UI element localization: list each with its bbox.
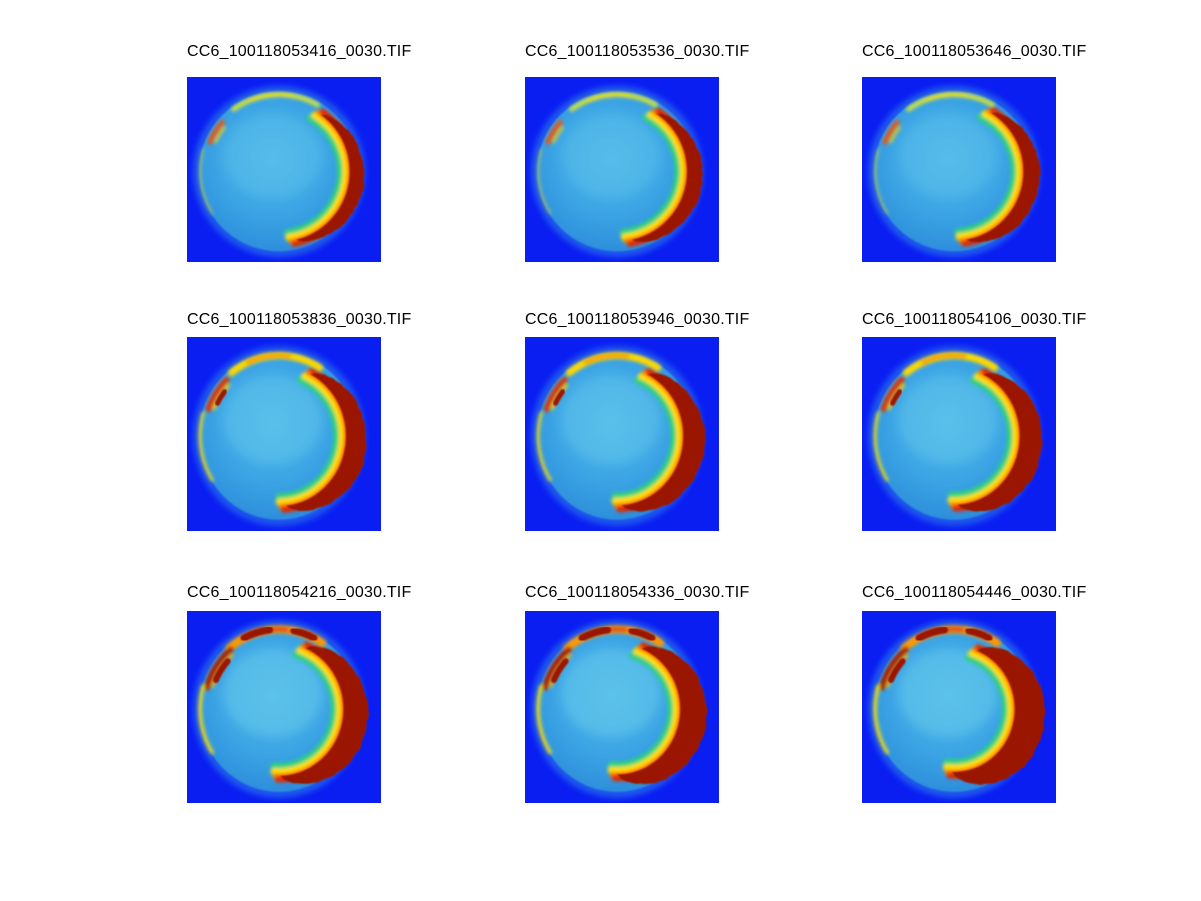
subplot-image-6 [862,337,1056,531]
tif-image-svg [862,77,1056,262]
subplot-title-9: CC6_100118054446_0030.TIF [862,584,1087,601]
subplot-image-9 [862,611,1056,803]
subplot-image-4 [187,337,381,531]
subplot-title-7: CC6_100118054216_0030.TIF [187,584,412,601]
tif-image-svg [862,611,1056,803]
subplot-image-3 [862,77,1056,262]
tif-image-svg [187,77,381,262]
subplot-title-3: CC6_100118053646_0030.TIF [862,43,1087,60]
subplot-title-8: CC6_100118054336_0030.TIF [525,584,750,601]
subplot-image-8 [525,611,719,803]
subplot-image-1 [187,77,381,262]
subplot-title-4: CC6_100118053836_0030.TIF [187,311,412,328]
tif-image-svg [187,611,381,803]
subplot-image-5 [525,337,719,531]
tif-image-svg [187,337,381,531]
subplot-image-2 [525,77,719,262]
tif-image-svg [525,337,719,531]
subplot-title-6: CC6_100118054106_0030.TIF [862,311,1087,328]
tif-image-svg [525,611,719,803]
subplot-title-1: CC6_100118053416_0030.TIF [187,43,412,60]
subplot-image-7 [187,611,381,803]
subplot-title-2: CC6_100118053536_0030.TIF [525,43,750,60]
tif-image-svg [525,77,719,262]
tif-image-svg [862,337,1056,531]
subplot-title-5: CC6_100118053946_0030.TIF [525,311,750,328]
